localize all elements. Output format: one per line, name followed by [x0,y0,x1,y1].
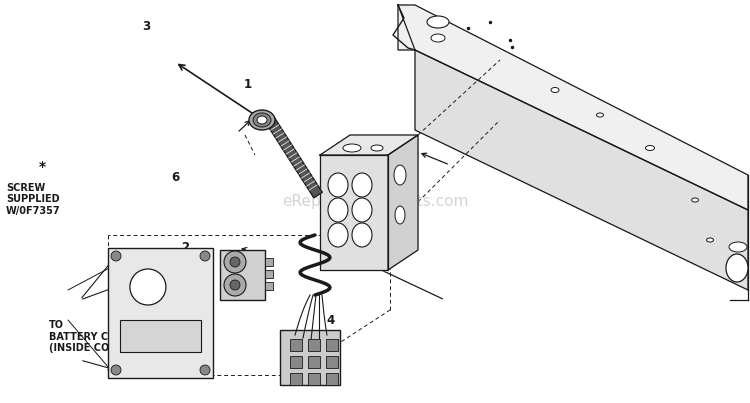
Bar [308,373,320,385]
Bar [265,282,273,290]
Bar [308,356,320,368]
Ellipse shape [328,223,348,247]
Ellipse shape [596,113,604,117]
Ellipse shape [427,16,449,28]
Bar [326,356,338,368]
Circle shape [111,365,121,375]
Ellipse shape [729,242,747,252]
Text: 3: 3 [142,20,151,33]
Text: eReplacementParts.com: eReplacementParts.com [282,194,468,209]
Bar [326,373,338,385]
Bar [290,356,302,368]
Polygon shape [388,135,418,270]
Text: 6: 6 [171,171,179,184]
Ellipse shape [253,113,271,127]
Text: SCREW
SUPPLIED
W/0F7357: SCREW SUPPLIED W/0F7357 [6,183,61,216]
Ellipse shape [352,198,372,222]
Text: 7: 7 [326,173,334,186]
Ellipse shape [249,110,275,130]
Ellipse shape [726,254,748,282]
Circle shape [230,280,240,290]
Ellipse shape [692,198,698,202]
Circle shape [230,257,240,267]
Text: *: * [39,160,46,174]
Circle shape [224,251,246,273]
Polygon shape [320,135,418,155]
Ellipse shape [551,87,559,93]
Ellipse shape [343,144,361,152]
Ellipse shape [706,238,713,242]
Ellipse shape [328,198,348,222]
Circle shape [111,251,121,261]
Text: 4: 4 [326,314,334,327]
Text: TO
BATTERY CHARGER
(INSIDE CONTROL PANEL): TO BATTERY CHARGER (INSIDE CONTROL PANEL… [49,320,188,353]
Bar [290,339,302,351]
Circle shape [130,269,166,305]
Polygon shape [320,155,388,270]
Bar [108,248,213,378]
Circle shape [200,365,210,375]
Ellipse shape [646,145,655,150]
Ellipse shape [395,206,405,224]
Polygon shape [398,5,748,210]
Bar [265,258,273,266]
Ellipse shape [352,223,372,247]
Ellipse shape [328,173,348,197]
Ellipse shape [371,145,383,151]
Text: 2: 2 [182,241,190,254]
Ellipse shape [257,116,267,124]
Bar [265,270,273,278]
Bar [326,339,338,351]
Bar [290,373,302,385]
Ellipse shape [352,173,372,197]
Circle shape [224,274,246,296]
Circle shape [200,251,210,261]
Bar [280,330,340,385]
Polygon shape [266,117,322,198]
Bar [308,339,320,351]
Ellipse shape [394,165,406,185]
Bar [220,250,265,300]
Polygon shape [415,50,748,290]
Ellipse shape [431,34,445,42]
Text: 1: 1 [244,78,252,91]
Bar [120,320,201,352]
